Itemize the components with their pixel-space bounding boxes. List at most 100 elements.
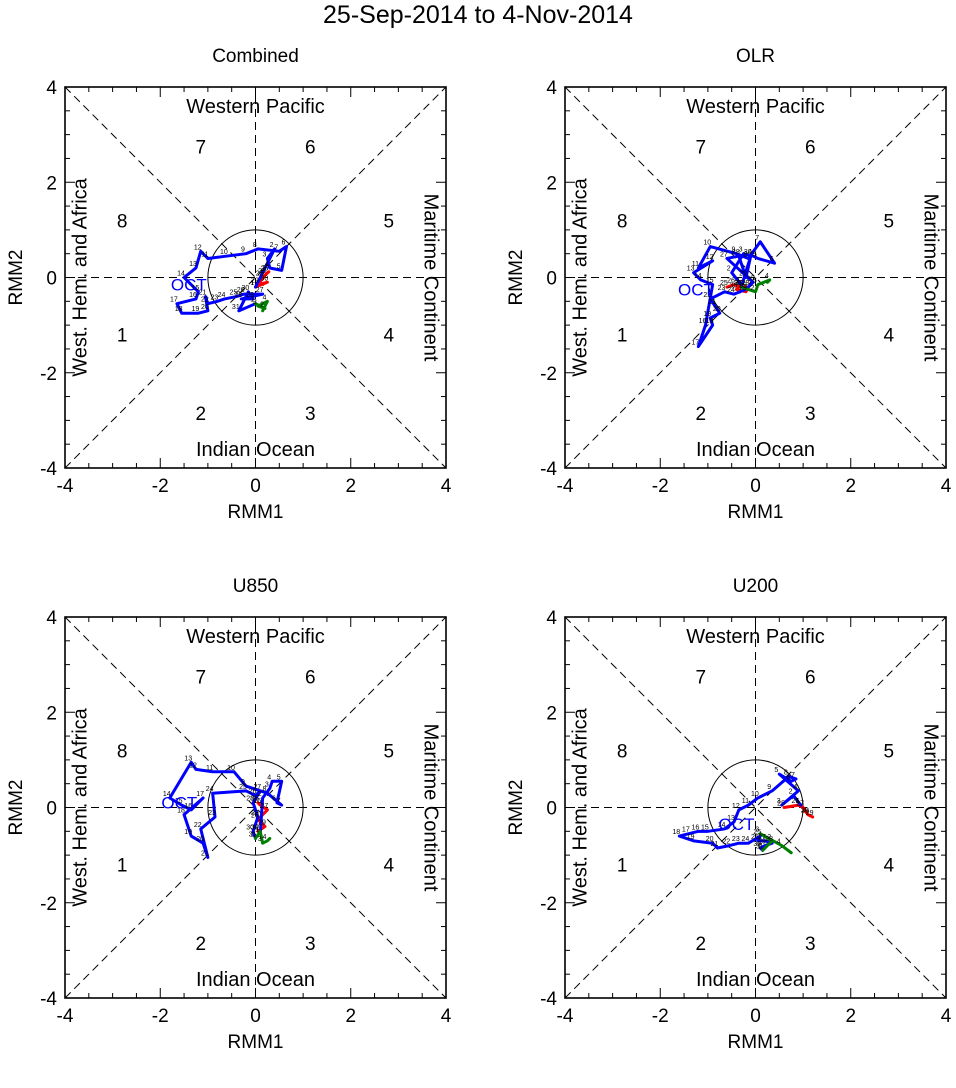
day-label: 11 bbox=[742, 798, 749, 805]
phase-label-8: 8 bbox=[617, 211, 628, 232]
region-label-right: Maritime Continent bbox=[920, 724, 942, 892]
trajectory-oct bbox=[677, 772, 803, 852]
region-label-top: Western Pacific bbox=[186, 626, 325, 648]
day-label: 30 bbox=[744, 249, 752, 256]
y-tick-label: 2 bbox=[46, 703, 57, 724]
phase-label-6: 6 bbox=[305, 668, 316, 689]
y-tick-label: 4 bbox=[546, 78, 557, 99]
day-label: 11 bbox=[206, 765, 213, 772]
region-label-right: Maritime Continent bbox=[420, 194, 442, 362]
day-label: 5 bbox=[774, 767, 778, 774]
phase-label-3: 3 bbox=[305, 934, 316, 955]
trajectory-sep bbox=[782, 803, 815, 819]
x-tick-label: 4 bbox=[441, 476, 452, 497]
trajectory-oct bbox=[175, 245, 288, 315]
day-label: 28 bbox=[246, 796, 254, 803]
month-label: OCT bbox=[719, 815, 755, 834]
day-label: 23 bbox=[211, 294, 219, 301]
phase-label-8: 8 bbox=[617, 741, 628, 762]
day-label: 27 bbox=[758, 834, 766, 841]
day-label: 1 bbox=[255, 827, 259, 834]
day-label: 28 bbox=[234, 292, 242, 299]
day-label: 24 bbox=[218, 292, 226, 299]
day-label: 29 bbox=[246, 292, 254, 299]
day-label: 29 bbox=[806, 810, 814, 817]
day-label: 16 bbox=[189, 292, 197, 299]
day-label: 27 bbox=[253, 784, 261, 791]
month-label: OCT bbox=[171, 276, 207, 295]
region-label-left: West. Hem. and Africa bbox=[69, 707, 91, 906]
day-label: 30 bbox=[261, 275, 269, 282]
day-label: 1 bbox=[736, 278, 740, 285]
trajectory-oct bbox=[692, 240, 777, 349]
phase-label-5: 5 bbox=[884, 211, 895, 232]
y-axis-label: RMM2 bbox=[506, 250, 527, 306]
region-label-left: West. Hem. and Africa bbox=[569, 177, 591, 376]
day-label: 4 bbox=[777, 839, 781, 846]
day-label: 15 bbox=[706, 278, 714, 285]
day-label: 2 bbox=[270, 242, 274, 249]
phase-label-4: 4 bbox=[384, 326, 395, 347]
phase-label-1: 1 bbox=[117, 326, 128, 347]
day-label: 30 bbox=[251, 824, 259, 831]
day-label: 31 bbox=[734, 280, 742, 287]
y-tick-label: 4 bbox=[46, 608, 57, 629]
diagonal-divider bbox=[564, 86, 947, 469]
day-label: 28 bbox=[258, 268, 266, 275]
day-label: 5 bbox=[277, 774, 281, 781]
day-label: 28 bbox=[732, 249, 740, 256]
day-label: 6 bbox=[272, 796, 276, 803]
day-label: 27 bbox=[720, 251, 728, 258]
day-label: 8 bbox=[253, 242, 257, 249]
day-label: 2 bbox=[789, 789, 793, 796]
phase-label-4: 4 bbox=[384, 856, 395, 877]
day-label: 13 bbox=[184, 755, 192, 762]
panel-title: U850 bbox=[233, 576, 278, 597]
phase-label-8: 8 bbox=[117, 211, 128, 232]
phase-label-7: 7 bbox=[695, 138, 706, 159]
day-label: 8 bbox=[784, 770, 788, 777]
day-label: 1 bbox=[736, 280, 740, 287]
phase-label-8: 8 bbox=[117, 741, 128, 762]
day-label: 19 bbox=[191, 306, 199, 313]
day-label: 4 bbox=[793, 784, 797, 791]
day-label: 30 bbox=[753, 841, 761, 848]
day-label: 21 bbox=[199, 290, 207, 297]
diagonal-divider bbox=[64, 86, 447, 469]
day-label: 19 bbox=[184, 829, 192, 836]
day-label: 1 bbox=[251, 831, 255, 838]
day-label: 27 bbox=[256, 287, 264, 294]
trajectory-nov bbox=[739, 278, 772, 294]
day-label: 29 bbox=[258, 820, 266, 827]
day-label: 29 bbox=[739, 271, 747, 278]
region-label-top: Western Pacific bbox=[686, 626, 825, 648]
phase-label-6: 6 bbox=[805, 138, 816, 159]
day-label: 26 bbox=[249, 789, 257, 796]
day-label: 13 bbox=[727, 815, 735, 822]
day-label: 14 bbox=[694, 273, 702, 280]
day-label: 1 bbox=[251, 280, 255, 287]
day-label: 7 bbox=[274, 244, 278, 251]
x-tick-label: 0 bbox=[750, 476, 761, 497]
x-tick-label: -4 bbox=[57, 1006, 74, 1027]
day-label: 20 bbox=[196, 836, 204, 843]
x-tick-label: 2 bbox=[845, 476, 856, 497]
diagonal-divider bbox=[64, 616, 447, 999]
day-label: 23 bbox=[732, 836, 740, 843]
phase-label-6: 6 bbox=[305, 138, 316, 159]
x-tick-label: 4 bbox=[441, 1006, 452, 1027]
day-label: 22 bbox=[201, 297, 209, 304]
trajectory-nov bbox=[254, 829, 272, 845]
day-label: 25 bbox=[251, 796, 259, 803]
day-label: 11 bbox=[201, 251, 208, 258]
region-label-bottom: Indian Ocean bbox=[696, 439, 815, 461]
day-label: 2 bbox=[255, 824, 259, 831]
day-label: 28 bbox=[765, 836, 773, 843]
y-axis-label: RMM2 bbox=[6, 250, 27, 306]
day-label: 19 bbox=[703, 311, 711, 318]
x-tick-label: 4 bbox=[941, 1006, 952, 1027]
phase-label-5: 5 bbox=[384, 211, 395, 232]
x-tick-label: 4 bbox=[941, 476, 952, 497]
day-label: 4 bbox=[265, 261, 269, 268]
